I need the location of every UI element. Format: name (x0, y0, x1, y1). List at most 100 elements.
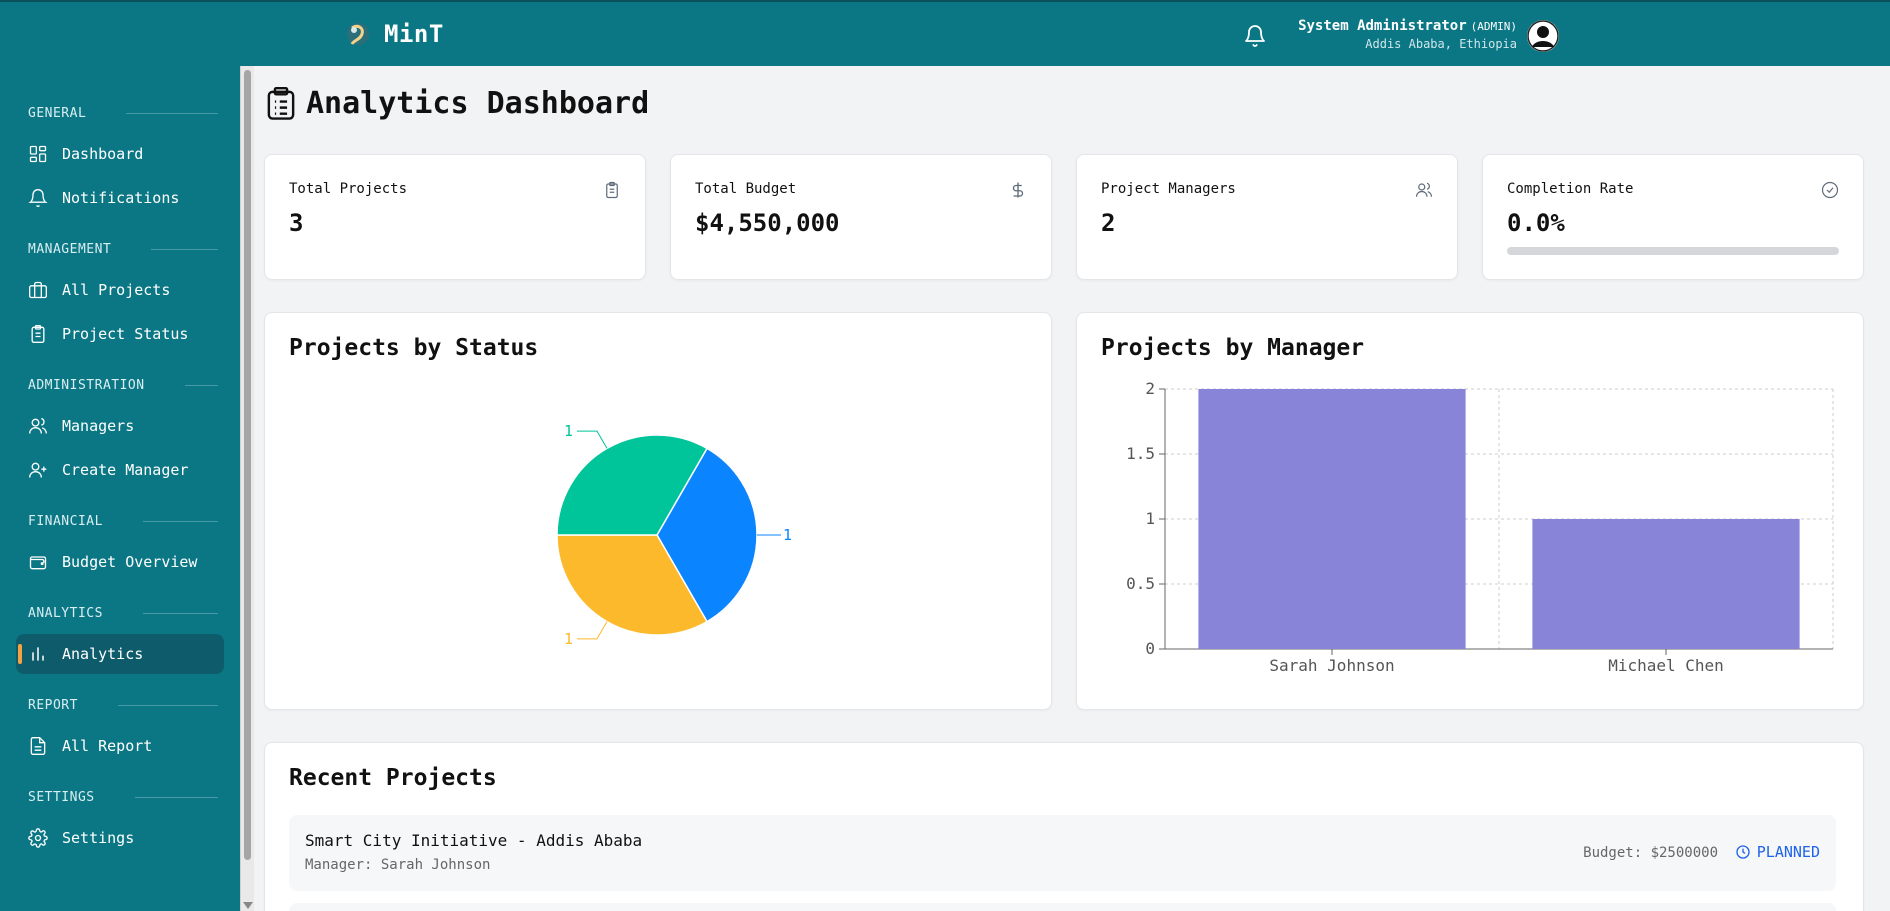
sidebar-item-dashboard[interactable]: Dashboard (16, 134, 224, 174)
pie-label-line (577, 430, 608, 449)
stat-card-completion-rate: Completion Rate 0.0% (1482, 154, 1864, 280)
scroll-down-arrow-icon[interactable] (243, 902, 253, 909)
project-budget: Budget: $2500000 (1583, 845, 1718, 861)
sidebar-item-label: Managers (62, 417, 135, 435)
avatar-person-icon (1527, 20, 1559, 52)
gear-icon (28, 828, 48, 848)
manager-chart-panel: Projects by Manager 0 0.5 1 1.5 2 Sarah Johns… (1076, 312, 1864, 710)
sidebar-item-label: Budget Overview (62, 553, 198, 571)
status-pie-chart: 1 1 1 (556, 422, 792, 648)
briefcase-icon (29, 281, 47, 299)
stat-value: 3 (289, 209, 304, 237)
brand[interactable]: MinT (344, 20, 444, 48)
sidebar-section-analytics: ANALYTICS (28, 606, 218, 621)
scrollbar-thumb[interactable] (244, 70, 251, 860)
sidebar-item-label: Project Status (62, 325, 189, 343)
avatar[interactable] (1527, 20, 1559, 52)
sidebar-section-settings: SETTINGS (28, 790, 218, 805)
bar[interactable] (1198, 389, 1466, 649)
stat-label: Project Managers (1101, 181, 1236, 197)
page-title: Analytics Dashboard (266, 86, 649, 121)
x-tick-label: Michael Chen (1608, 656, 1724, 675)
stat-label: Total Budget (695, 181, 797, 197)
user-plus-icon (29, 462, 47, 478)
sidebar-item-settings[interactable]: Settings (16, 818, 224, 858)
sidebar-item-all-report[interactable]: All Report (16, 726, 224, 766)
sidebar-section-general: GENERAL (28, 106, 218, 121)
sidebar-section-report: REPORT (28, 698, 218, 713)
sidebar-section-management: MANAGEMENT (28, 242, 218, 257)
y-tick-label: 2 (1145, 379, 1155, 398)
file-icon (30, 737, 46, 755)
stat-value: 0.0% (1507, 209, 1565, 237)
user-name: System Administrator (1298, 18, 1467, 34)
page-title-text: Analytics Dashboard (306, 86, 650, 121)
pie-data-label: 1 (564, 422, 573, 440)
sidebar-section-financial: FINANCIAL (28, 514, 218, 529)
bell-icon (28, 189, 48, 207)
x-tick-label: Sarah Johnson (1269, 656, 1394, 675)
user-role: (ADMIN) (1470, 20, 1517, 33)
status-text: PLANNED (1756, 843, 1820, 861)
sidebar-item-label: Dashboard (62, 145, 144, 163)
sidebar-item-analytics[interactable]: Analytics (16, 634, 224, 674)
sidebar-item-all-projects[interactable]: All Projects (16, 270, 224, 310)
panel-title: Projects by Status (289, 335, 539, 361)
recent-project-item[interactable]: Smart City Initiative - Addis Ababa Mana… (289, 815, 1836, 891)
sidebar-item-project-status[interactable]: Project Status (16, 314, 224, 354)
pie-label-line (577, 621, 608, 640)
dollar-icon (1012, 182, 1024, 198)
bar[interactable] (1532, 519, 1800, 649)
user-info[interactable]: System Administrator (ADMIN) Addis Ababa,… (1293, 18, 1517, 51)
sidebar-item-managers[interactable]: Managers (16, 406, 224, 446)
top-bar: MinT System Administrator (ADMIN) Addis A… (0, 0, 1890, 66)
pie-data-label: 1 (783, 526, 792, 544)
sidebar-item-create-manager[interactable]: Create Manager (16, 450, 224, 490)
project-name: Smart City Initiative - Addis Ababa (305, 831, 643, 850)
y-tick-label: 0.5 (1126, 574, 1155, 593)
stat-card-total-budget: Total Budget $4,550,000 (670, 154, 1052, 280)
stat-value: 2 (1101, 209, 1116, 237)
notification-bell-icon[interactable] (1243, 24, 1267, 48)
users-icon (1415, 182, 1433, 197)
status-chart-panel: Projects by Status 1 1 1 (264, 312, 1052, 710)
sidebar-item-label: All Projects (62, 281, 171, 299)
panel-title: Projects by Manager (1101, 335, 1365, 361)
active-indicator (18, 644, 22, 664)
sidebar-item-budget-overview[interactable]: Budget Overview (16, 542, 224, 582)
users-icon (29, 417, 47, 434)
check-circle-icon (1821, 181, 1839, 199)
sidebar: GENERAL Dashboard Notifications MANAGEME… (0, 66, 240, 911)
stat-card-project-managers: Project Managers 2 (1076, 154, 1458, 280)
wallet-icon (29, 556, 47, 570)
sidebar-item-label: Notifications (62, 189, 180, 207)
pie-data-label: 1 (564, 630, 573, 648)
brand-name: MinT (384, 20, 444, 48)
sidebar-item-label: Analytics (62, 645, 144, 663)
status-badge: PLANNED (1735, 843, 1820, 861)
stat-label: Completion Rate (1507, 181, 1634, 197)
dashboard-icon (29, 145, 47, 163)
clipboard-list-icon (267, 86, 295, 120)
sidebar-item-notifications[interactable]: Notifications (16, 178, 224, 218)
brand-logo-icon (347, 23, 369, 45)
recent-projects-panel: Recent Projects Smart City Initiative - … (264, 742, 1864, 911)
stat-label: Total Projects (289, 181, 408, 197)
stat-value: $4,550,000 (695, 209, 840, 237)
stat-card-total-projects: Total Projects 3 (264, 154, 646, 280)
sidebar-section-administration: ADMINISTRATION (28, 378, 218, 393)
project-manager: Manager: Sarah Johnson (305, 857, 491, 873)
sidebar-item-label: Settings (62, 829, 135, 847)
recent-project-item[interactable] (289, 903, 1836, 911)
y-tick-label: 0 (1145, 639, 1155, 658)
sidebar-scrollbar[interactable] (240, 66, 254, 911)
main-content: Analytics Dashboard Total Projects 3 Tot… (254, 66, 1890, 911)
clipboard-icon (31, 325, 45, 343)
sidebar-item-label: Create Manager (62, 461, 189, 479)
manager-bar-chart: 0 0.5 1 1.5 2 Sarah Johnson Michael Chen (1126, 379, 1834, 675)
y-tick-label: 1 (1145, 509, 1155, 528)
user-location: Addis Ababa, Ethiopia (1365, 37, 1517, 51)
y-tick-label: 1.5 (1126, 444, 1155, 463)
clock-icon (1736, 845, 1750, 859)
bar-chart-icon (32, 647, 44, 661)
